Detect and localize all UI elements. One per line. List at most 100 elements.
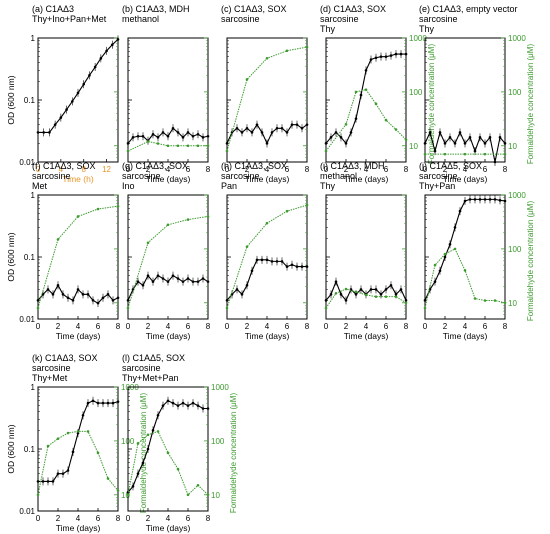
od-data-point [91, 299, 95, 302]
x-tick-label: 2 [443, 165, 448, 174]
od-data-point [126, 142, 130, 145]
od-data-point [76, 288, 80, 291]
panel-title: Pan [221, 181, 237, 191]
od-data-point [46, 480, 50, 483]
x-axis-label: Time (days) [56, 523, 101, 533]
x-tick-label: 6 [186, 514, 191, 523]
panel-title: Thy+Met [32, 373, 68, 383]
od-data-point [374, 288, 378, 291]
formaldehyde-data-point [186, 218, 190, 221]
od-data-point [181, 401, 185, 405]
panel-title: Thy+Met+Pan [122, 373, 179, 383]
x-axis-label: Time (days) [245, 174, 290, 184]
x-tick-label: 0 [423, 322, 428, 331]
od-data-point [458, 209, 462, 213]
x-tick-label: 4 [364, 165, 369, 174]
panel-title: sarcosine [419, 14, 458, 24]
od-data-point [300, 265, 304, 268]
od-data-point [503, 199, 507, 203]
od-data-point [176, 131, 180, 134]
x-tick-label: 4 [265, 322, 270, 331]
od-series-line [226, 259, 307, 301]
formaldehyde-data-point [66, 431, 70, 435]
plot-frame [325, 194, 407, 320]
od-data-point [93, 65, 97, 69]
od-data-point [81, 413, 85, 417]
formaldehyde-data-point [305, 45, 309, 49]
x-axis-label: Time (days) [344, 174, 389, 184]
y-axis-label: OD (600 nm) [6, 232, 16, 281]
od-data-point [136, 472, 140, 475]
od-data-point [66, 296, 70, 300]
formaldehyde-data-point [96, 207, 100, 211]
od-data-point [56, 283, 60, 287]
od-data-point [171, 274, 175, 277]
x-tick-label: 6 [186, 322, 191, 331]
formaldehyde-data-point [76, 430, 80, 433]
od-data-point [438, 131, 442, 134]
od-data-point [96, 401, 100, 405]
formaldehyde-data-point [126, 306, 130, 310]
formaldehyde-data-point [156, 430, 160, 433]
od-data-point [334, 131, 338, 134]
x-tick-label: 0 [126, 514, 131, 523]
x-tick-label: 8 [116, 322, 121, 331]
od-data-point [344, 299, 348, 302]
panel-title: (j) C1AΔ5, SOX [419, 161, 482, 171]
formaldehyde-data-point [324, 306, 328, 310]
formaldehyde-data-point [354, 290, 358, 294]
formaldehyde-data-point [206, 493, 210, 497]
x-tick-label: 4 [166, 165, 171, 174]
right-axis-label: Formaldehyde concentration (μM) [526, 44, 535, 165]
od-data-point [404, 299, 408, 302]
od-data-point [379, 55, 383, 58]
od-data-point [146, 274, 150, 277]
x-tick-label: 8 [503, 165, 508, 174]
x-tick-label: 0 [36, 165, 41, 174]
od-data-point [250, 269, 254, 273]
od-data-point [166, 280, 170, 283]
od-data-point [70, 100, 74, 103]
x-tick-label: 4 [59, 165, 64, 174]
od-data-point [399, 288, 403, 291]
od-data-point [384, 288, 388, 291]
od-data-point [428, 131, 432, 134]
od-data-point [448, 136, 452, 139]
x-tick-label: 0 [324, 322, 329, 331]
od-data-point [270, 260, 274, 263]
panel-title: sarcosine [122, 171, 161, 181]
formaldehyde-series-line [127, 215, 209, 309]
formaldehyde-data-point [166, 144, 170, 148]
od-data-point [111, 299, 115, 302]
od-data-point [329, 293, 333, 296]
formaldehyde-data-point [473, 297, 477, 300]
x-tick-label: 4 [463, 165, 468, 174]
od-data-point [41, 293, 45, 296]
od-data-point [110, 43, 114, 46]
od-data-point [126, 299, 130, 302]
right-tick-label: 100 [211, 437, 225, 446]
formaldehyde-data-point [394, 128, 398, 131]
right-tick-label: 10 [121, 491, 130, 500]
plot-frame [37, 386, 119, 512]
formaldehyde-data-point [225, 149, 229, 153]
od-data-point [255, 123, 259, 126]
formaldehyde-data-point [364, 293, 368, 297]
plot-frame [127, 194, 209, 320]
od-data-point [285, 265, 289, 268]
x-axis-label: Time (h) [62, 174, 93, 184]
od-data-point [265, 258, 269, 262]
x-tick-label: 8 [206, 514, 211, 523]
od-data-point [458, 131, 462, 134]
x-axis-label: Time (days) [56, 331, 101, 341]
x-tick-label: 8 [305, 165, 310, 174]
x-tick-label: 2 [56, 322, 61, 331]
od-data-point [483, 142, 487, 145]
od-data-point [131, 485, 135, 488]
formaldehyde-data-point [245, 78, 249, 81]
x-tick-label: 2 [146, 165, 151, 174]
